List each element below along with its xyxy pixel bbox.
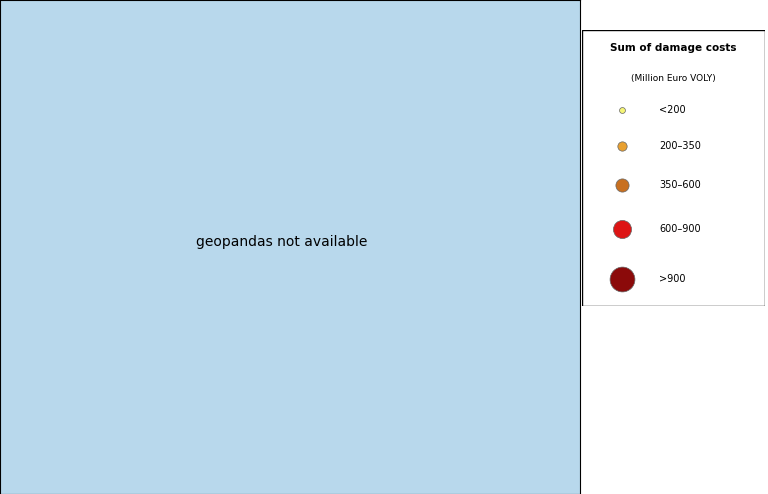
- Point: [616, 225, 628, 233]
- FancyBboxPatch shape: [582, 30, 765, 306]
- Text: 350–600: 350–600: [659, 179, 700, 190]
- Point: [616, 275, 628, 283]
- Text: >900: >900: [659, 274, 685, 284]
- Text: geopandas not available: geopandas not available: [196, 235, 367, 248]
- Point: [616, 181, 628, 189]
- Text: (Million Euro VOLY): (Million Euro VOLY): [631, 74, 716, 83]
- Text: 200–350: 200–350: [659, 141, 700, 151]
- Text: <200: <200: [659, 105, 686, 115]
- Point: [616, 106, 628, 114]
- Text: 600–900: 600–900: [659, 224, 700, 234]
- Point: [616, 142, 628, 150]
- Text: Sum of damage costs: Sum of damage costs: [611, 43, 737, 53]
